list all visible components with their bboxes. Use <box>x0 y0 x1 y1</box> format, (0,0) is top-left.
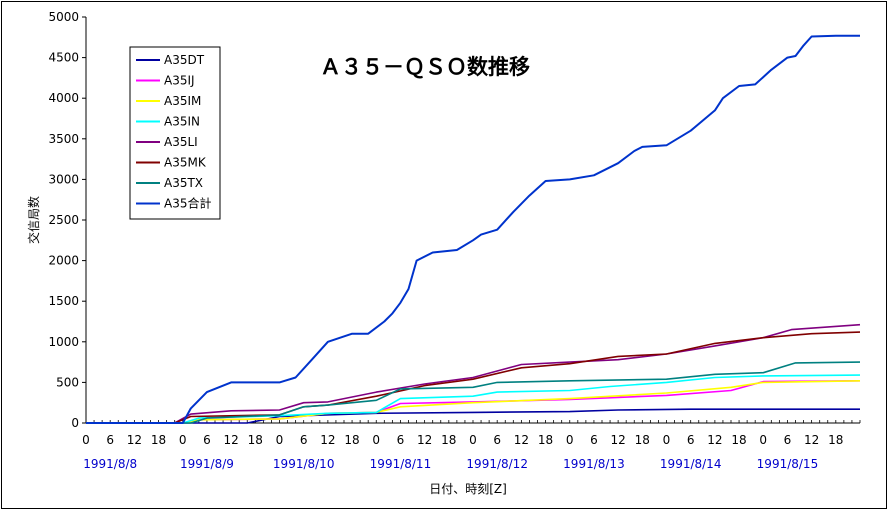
x-tick-label: 18 <box>344 433 359 447</box>
x-tick-label: 18 <box>731 433 746 447</box>
y-tick-label: 1000 <box>48 335 79 349</box>
x-tick-label: 0 <box>663 433 671 447</box>
date-label: 1991/8/10 <box>273 457 335 471</box>
x-tick-label: 12 <box>223 433 238 447</box>
x-tick-label: 12 <box>610 433 625 447</box>
y-tick-label: 2000 <box>48 254 79 268</box>
chart-title: Ａ３５－ＱＳＯ数推移 <box>320 55 530 79</box>
x-tick-label: 6 <box>203 433 211 447</box>
legend-label: A35IJ <box>164 74 195 88</box>
x-tick-label: 12 <box>417 433 432 447</box>
legend-label: A35IM <box>164 94 201 108</box>
y-tick-label: 500 <box>56 375 79 389</box>
date-label: 1991/8/15 <box>757 457 819 471</box>
x-tick-label: 6 <box>493 433 501 447</box>
legend: A35DT A35IJ A35IM A35IN A35LI A35MK A35TX A35合計 <box>129 46 221 220</box>
x-tick-label: 18 <box>828 433 843 447</box>
legend-label: A35TX <box>164 176 203 190</box>
x-tick-label: 12 <box>127 433 142 447</box>
x-tick-label: 0 <box>469 433 477 447</box>
y-tick-label: 4000 <box>48 91 79 105</box>
x-tick-label: 18 <box>635 433 650 447</box>
x-tick-label: 0 <box>759 433 767 447</box>
series-layer <box>86 34 861 424</box>
x-tick-label: 0 <box>276 433 284 447</box>
x-tick-label: 0 <box>82 433 90 447</box>
date-label: 1991/8/11 <box>370 457 432 471</box>
x-axis-label: 日付、時刻[Z] <box>429 482 507 496</box>
series-line-A35TX <box>86 361 861 424</box>
x-tick-label: 6 <box>687 433 695 447</box>
series-line-A35LI <box>86 323 861 424</box>
date-label: 1991/8/14 <box>660 457 722 471</box>
x-tick-label: 6 <box>300 433 308 447</box>
date-label: 1991/8/9 <box>180 457 234 471</box>
x-tick-label: 18 <box>248 433 263 447</box>
series-line-A35合計 <box>86 34 860 424</box>
legend-label: A35MK <box>164 156 207 170</box>
y-tick-label: 2500 <box>48 213 79 227</box>
x-tick-label: 12 <box>320 433 335 447</box>
legend-label: A35IN <box>164 115 200 129</box>
series-line-A35DT <box>86 408 860 424</box>
x-tick-label: 6 <box>784 433 792 447</box>
date-label: 1991/8/12 <box>466 457 528 471</box>
x-tick-label: 6 <box>590 433 598 447</box>
y-axis-label: 交信局数 <box>26 196 41 244</box>
y-tick-label: 0 <box>71 416 79 430</box>
y-tick-label: 3000 <box>48 172 79 186</box>
date-label: 1991/8/13 <box>563 457 625 471</box>
y-tick-label: 1500 <box>48 294 79 308</box>
x-tick-label: 0 <box>179 433 187 447</box>
y-tick-label: 3500 <box>48 132 79 146</box>
x-tick-label: 6 <box>106 433 114 447</box>
x-tick-label: 18 <box>538 433 553 447</box>
y-tick-label: 4500 <box>48 51 79 65</box>
date-label: 1991/8/8 <box>83 457 137 471</box>
x-tick-label: 0 <box>566 433 574 447</box>
x-tick-label: 12 <box>514 433 529 447</box>
x-tick-label: 18 <box>441 433 456 447</box>
x-tick-label: 12 <box>804 433 819 447</box>
x-tick-label: 6 <box>397 433 405 447</box>
x-tick-label: 18 <box>151 433 166 447</box>
legend-label: A35LI <box>164 135 198 149</box>
x-tick-label: 12 <box>707 433 722 447</box>
legend-label: A35合計 <box>164 196 211 211</box>
y-tick-label: 5000 <box>48 10 79 24</box>
x-tick-label: 0 <box>372 433 380 447</box>
axes: 0 500 1000 1500 2000 2500 3000 3500 4000 4500 5000… <box>48 10 861 471</box>
legend-box <box>129 46 221 220</box>
legend-label: A35DT <box>164 53 205 67</box>
